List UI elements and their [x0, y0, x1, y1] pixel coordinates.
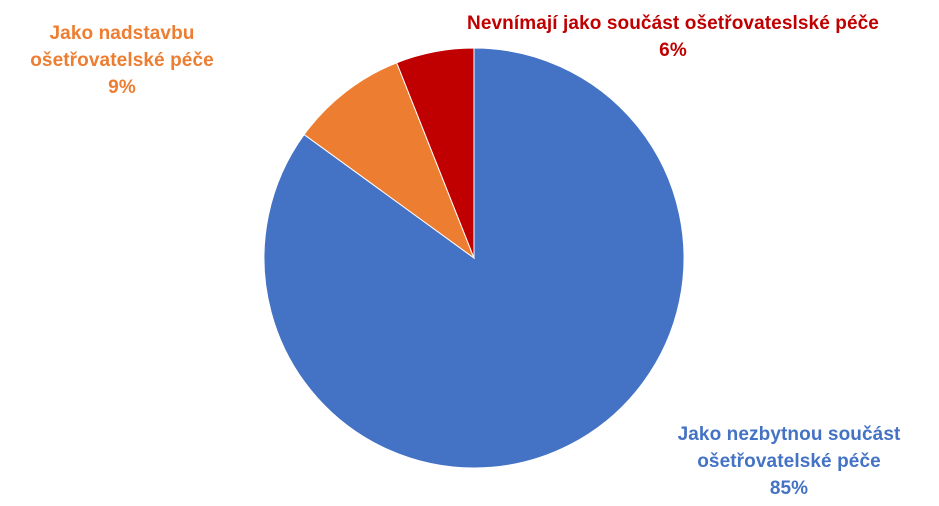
- slice-label-not-perceived-line1: Nevnímají jako součást ošetřovateslské p…: [467, 13, 879, 34]
- slice-label-essential-part-line1: Jako nezbytnou součást: [677, 424, 901, 445]
- pie-slice-essential-part: [263, 47, 685, 469]
- slice-label-essential-part-percent: 85%: [769, 478, 809, 499]
- slice-label-superstructure-percent: 9%: [108, 77, 136, 98]
- pie-slice-superstructure: [303, 62, 476, 260]
- slice-label-superstructure-line1: Jako nadstavbu: [49, 23, 195, 44]
- pie-slice-not-perceived: [396, 47, 475, 259]
- slice-label-not-perceived-percent: 6%: [659, 40, 687, 61]
- slice-label-not-perceived: Nevnímají jako součást ošetřovateslské p…: [418, 10, 928, 64]
- slice-label-superstructure: Jako nadstavbu ošetřovatelské péče 9%: [0, 20, 244, 101]
- slice-label-essential-part: Jako nezbytnou součást ošetřovatelské pé…: [654, 421, 924, 502]
- slice-label-essential-part-line2: ošetřovatelské péče: [697, 451, 881, 472]
- slice-label-superstructure-line2: ošetřovatelské péče: [30, 50, 214, 71]
